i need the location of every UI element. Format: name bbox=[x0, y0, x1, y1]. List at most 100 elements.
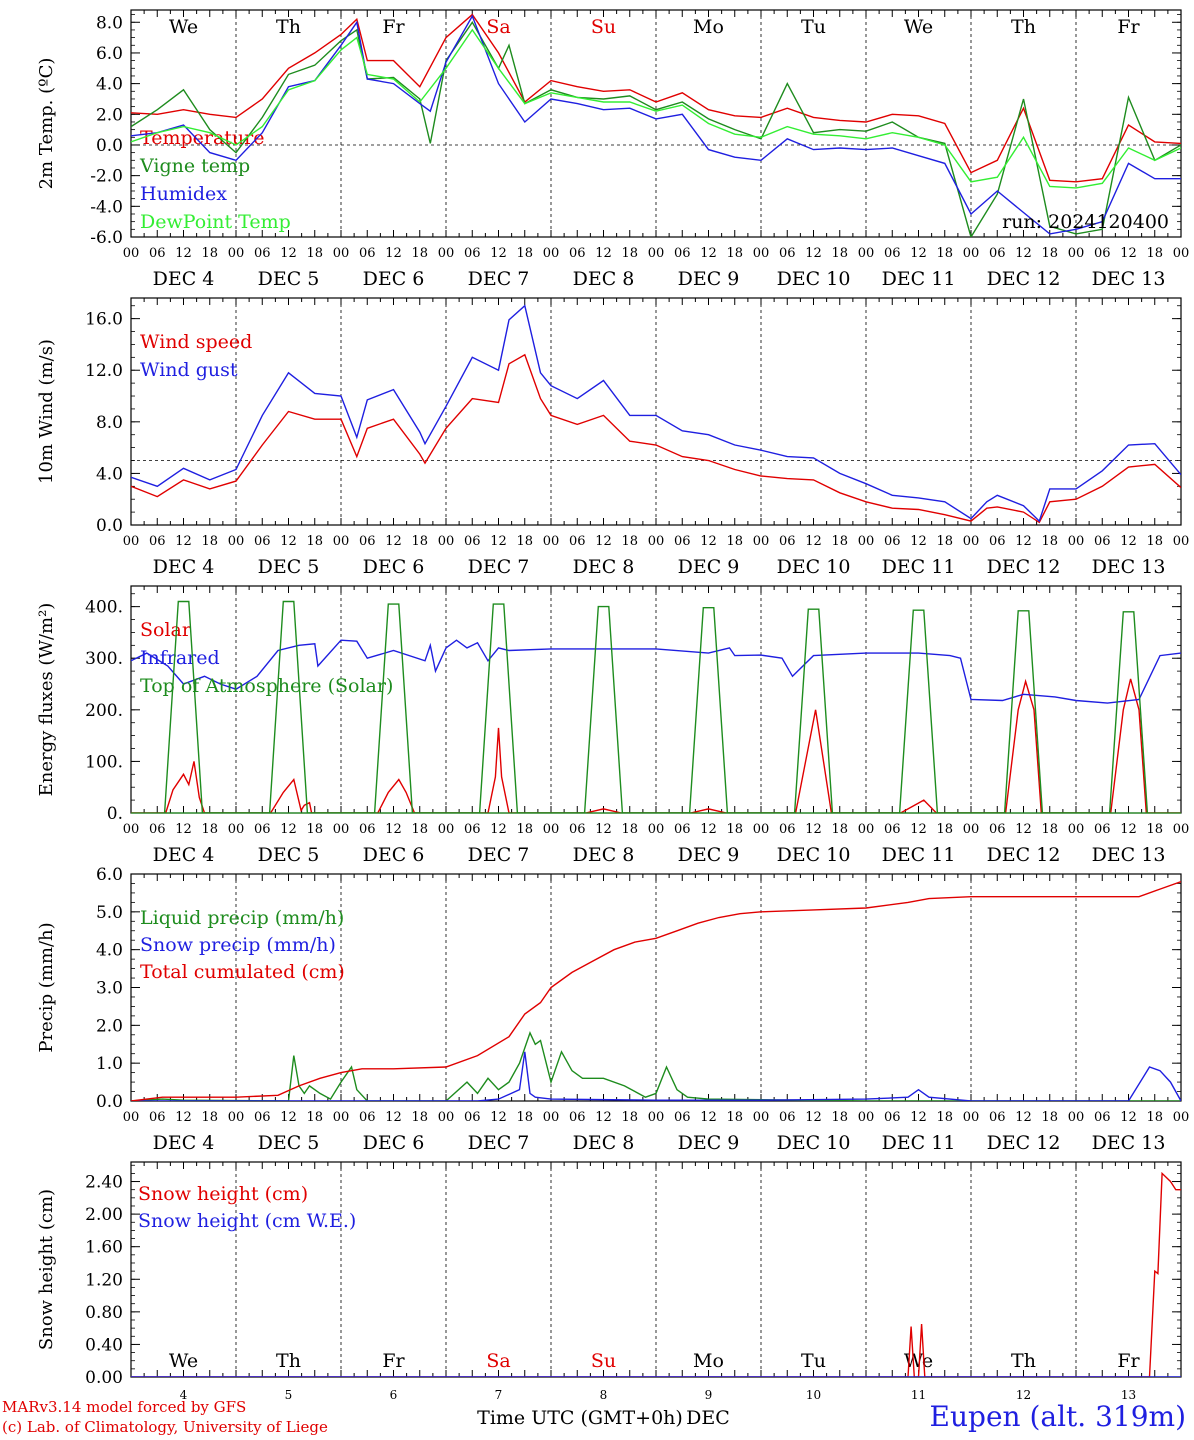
hour-tick-label: 18 bbox=[411, 822, 428, 837]
date-label: DEC 6 bbox=[363, 556, 425, 578]
date-label: DEC 12 bbox=[987, 1132, 1061, 1154]
y-tick-label: 4.0 bbox=[96, 75, 123, 95]
hour-tick-label: 18 bbox=[936, 534, 953, 549]
hour-tick-label: 18 bbox=[201, 1110, 218, 1125]
hour-tick-label: 00 bbox=[123, 1110, 140, 1125]
date-label: DEC 4 bbox=[153, 556, 215, 578]
y-tick-label: 12.0 bbox=[85, 361, 123, 381]
hour-tick-label: 00 bbox=[1068, 1110, 1085, 1125]
day-number-label: 13 bbox=[1121, 1388, 1136, 1402]
legend-entry: Snow height (cm) bbox=[138, 1183, 308, 1205]
series-line-3 bbox=[163, 600, 1149, 813]
y-tick-label: 0.0 bbox=[96, 136, 123, 156]
hour-tick-label: 00 bbox=[543, 822, 560, 837]
hour-tick-label: 00 bbox=[1068, 822, 1085, 837]
hour-tick-label: 06 bbox=[254, 822, 271, 837]
date-label: DEC 13 bbox=[1092, 844, 1166, 866]
hour-tick-label: 18 bbox=[726, 534, 743, 549]
legend-entry: Wind speed bbox=[140, 331, 252, 353]
weekday-label: Fr bbox=[382, 16, 405, 38]
hour-tick-label: 12 bbox=[805, 246, 822, 261]
y-tick-label: 0.0 bbox=[96, 1092, 123, 1112]
series-line-2 bbox=[131, 1051, 1181, 1101]
hour-tick-label: 06 bbox=[149, 1110, 166, 1125]
hour-tick-label: 18 bbox=[831, 534, 848, 549]
hour-tick-label: 06 bbox=[254, 246, 271, 261]
y-tick-label: 6.0 bbox=[96, 865, 123, 885]
hour-tick-label: 18 bbox=[516, 534, 533, 549]
y-tick-label: 2.40 bbox=[85, 1173, 123, 1193]
legend-entry: Liquid precip (mm/h) bbox=[140, 907, 344, 929]
day-number-label: 5 bbox=[285, 1388, 293, 1402]
hour-tick-label: 18 bbox=[201, 246, 218, 261]
hour-tick-label: 00 bbox=[228, 822, 245, 837]
hour-tick-label: 12 bbox=[805, 822, 822, 837]
legend-entry: Snow precip (mm/h) bbox=[140, 934, 336, 956]
day-number-label: 6 bbox=[390, 1388, 398, 1402]
hour-tick-label: 18 bbox=[1041, 1110, 1058, 1125]
day-number-label: 12 bbox=[1016, 1388, 1031, 1402]
y-tick-label: 2.0 bbox=[96, 1016, 123, 1036]
series-line-1 bbox=[131, 353, 1181, 524]
hour-tick-label: 06 bbox=[149, 246, 166, 261]
day-number-label: 10 bbox=[806, 1388, 821, 1402]
hour-tick-label: 06 bbox=[779, 822, 796, 837]
hour-tick-label: 12 bbox=[175, 246, 192, 261]
date-label: DEC 11 bbox=[882, 556, 956, 578]
legend-entry: Humidex bbox=[140, 183, 227, 205]
lab-credit: (c) Lab. of Climatology, University of L… bbox=[2, 1418, 328, 1436]
hour-tick-label: 00 bbox=[123, 246, 140, 261]
date-label: DEC 4 bbox=[153, 844, 215, 866]
hour-tick-label: 06 bbox=[359, 246, 376, 261]
run-label: run: 2024120400 bbox=[1002, 211, 1169, 233]
hour-tick-label: 06 bbox=[779, 246, 796, 261]
day-number-label: 4 bbox=[180, 1388, 188, 1402]
date-label: DEC 9 bbox=[678, 268, 740, 290]
y-tick-label: 0.40 bbox=[85, 1335, 123, 1355]
weekday-label: Mo bbox=[693, 16, 724, 38]
date-label: DEC 6 bbox=[363, 268, 425, 290]
hour-tick-label: 12 bbox=[490, 534, 507, 549]
date-label: DEC 9 bbox=[678, 1132, 740, 1154]
x-axis-label: Time UTC (GMT+0h) bbox=[477, 1407, 683, 1429]
legend-entry: Solar bbox=[140, 619, 192, 641]
hour-tick-label: 00 bbox=[228, 534, 245, 549]
hour-tick-label: 00 bbox=[753, 1110, 770, 1125]
date-label: DEC 13 bbox=[1092, 556, 1166, 578]
y-tick-label: 1.20 bbox=[85, 1270, 123, 1290]
hour-tick-label: 18 bbox=[1146, 534, 1163, 549]
hour-tick-label: 12 bbox=[805, 534, 822, 549]
hour-tick-label: 06 bbox=[989, 246, 1006, 261]
hour-tick-label: 18 bbox=[516, 822, 533, 837]
date-label: DEC 11 bbox=[882, 844, 956, 866]
hour-tick-label: 18 bbox=[516, 1110, 533, 1125]
hour-tick-label: 06 bbox=[464, 246, 481, 261]
hour-tick-label: 18 bbox=[1146, 1110, 1163, 1125]
y-tick-label: 0. bbox=[107, 804, 123, 824]
hour-tick-label: 06 bbox=[989, 822, 1006, 837]
y-tick-label: -6.0 bbox=[90, 228, 123, 248]
hour-tick-label: 12 bbox=[1120, 1110, 1137, 1125]
hour-tick-label: 06 bbox=[884, 1110, 901, 1125]
hour-tick-label: 12 bbox=[490, 1110, 507, 1125]
legend-entry: Vigne temp bbox=[139, 155, 250, 177]
hour-tick-label: 00 bbox=[648, 822, 665, 837]
y-tick-label: 16.0 bbox=[85, 310, 123, 330]
hour-tick-label: 06 bbox=[884, 534, 901, 549]
hour-tick-label: 12 bbox=[1015, 822, 1032, 837]
hour-tick-label: 06 bbox=[359, 534, 376, 549]
hour-tick-label: 00 bbox=[648, 1110, 665, 1125]
hour-tick-label: 06 bbox=[674, 246, 691, 261]
weekday-label: Mo bbox=[693, 1350, 724, 1372]
y-axis-label: Precip (mm/h) bbox=[36, 922, 57, 1052]
hour-tick-label: 12 bbox=[910, 534, 927, 549]
date-label: DEC 12 bbox=[987, 268, 1061, 290]
hour-tick-label: 18 bbox=[306, 246, 323, 261]
date-label: DEC 4 bbox=[153, 268, 215, 290]
hour-tick-label: 18 bbox=[831, 246, 848, 261]
hour-tick-label: 12 bbox=[595, 534, 612, 549]
hour-tick-label: 12 bbox=[175, 822, 192, 837]
hour-tick-label: 12 bbox=[910, 1110, 927, 1125]
y-tick-label: 5.0 bbox=[96, 903, 123, 923]
